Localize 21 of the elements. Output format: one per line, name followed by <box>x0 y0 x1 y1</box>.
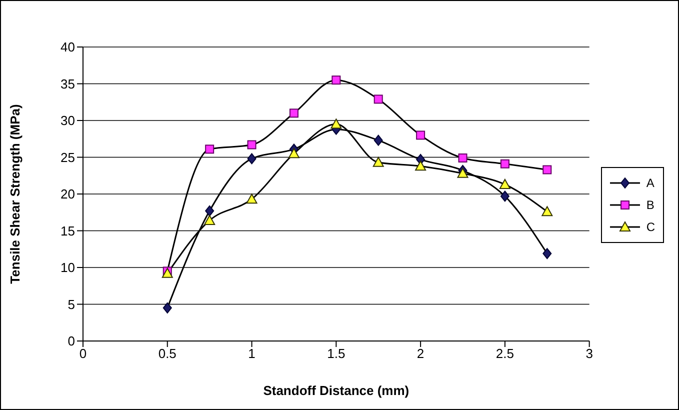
y-tick-label: 15 <box>60 223 75 238</box>
x-tick-label: 0 <box>79 346 87 362</box>
y-tick-label: 5 <box>68 296 75 312</box>
legend-label: B <box>646 198 654 212</box>
x-axis-title: Standoff Distance (mm) <box>263 383 410 398</box>
y-axis-title: Tensile Shear Strength (MPa) <box>8 104 23 284</box>
x-tick-label: 0.5 <box>158 346 176 362</box>
y-tick-label: 30 <box>60 113 75 128</box>
y-tick-label: 40 <box>60 40 75 55</box>
y-tick-label: 25 <box>60 150 75 165</box>
x-tick-label: 3 <box>586 346 593 362</box>
y-tick-label: 35 <box>60 76 75 92</box>
y-tick-label: 20 <box>60 186 75 202</box>
x-tick-label: 1.5 <box>327 346 346 362</box>
y-tick-label: 10 <box>60 260 75 276</box>
y-tick-label: 0 <box>68 334 75 349</box>
x-tick-label: 2.5 <box>496 346 514 362</box>
legend-label: A <box>646 176 654 190</box>
x-tick-label: 1 <box>248 346 256 362</box>
legend-label: C <box>646 220 655 234</box>
x-tick-label: 2 <box>416 346 424 362</box>
